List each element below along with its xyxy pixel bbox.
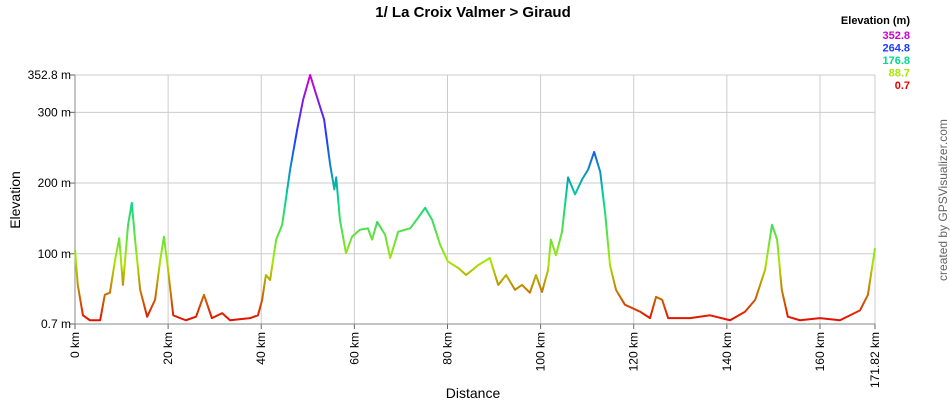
legend-entry: 0.7 [895, 80, 910, 92]
x-tick-label: 60 km [347, 332, 361, 365]
x-tick-label: 100 km [534, 332, 548, 371]
y-tick-label: 200 m [38, 176, 71, 190]
x-tick-label: 120 km [627, 332, 641, 371]
legend-entry: 176.8 [882, 55, 910, 67]
x-tick-label: 20 km [161, 332, 175, 365]
legend-title: Elevation (m) [841, 15, 910, 27]
chart-title: 1/ La Croix Valmer > Giraud [375, 4, 571, 21]
x-tick-label: 171.82 km [868, 332, 882, 388]
x-tick-label: 140 km [720, 332, 734, 371]
y-tick-label: 300 m [38, 105, 71, 119]
credit: created by GPSVisualizer.com [936, 119, 950, 281]
legend-entry: 88.7 [889, 68, 910, 80]
y-tick-label: 352.8 m [28, 68, 71, 82]
y-axis-label: Elevation [7, 171, 23, 229]
elevation-line [74, 74, 876, 322]
y-tick-label: 100 m [38, 247, 71, 261]
y-tick-label: 0.7 m [41, 317, 71, 331]
x-tick-label: 80 km [440, 332, 454, 365]
legend-entry: 352.8 [882, 30, 910, 42]
legend-entry: 264.8 [882, 43, 910, 55]
x-axis-label: Distance [446, 385, 501, 400]
x-tick-label: 40 km [254, 332, 268, 365]
x-tick-label: 160 km [813, 332, 827, 371]
x-tick-label: 0 km [68, 332, 82, 358]
